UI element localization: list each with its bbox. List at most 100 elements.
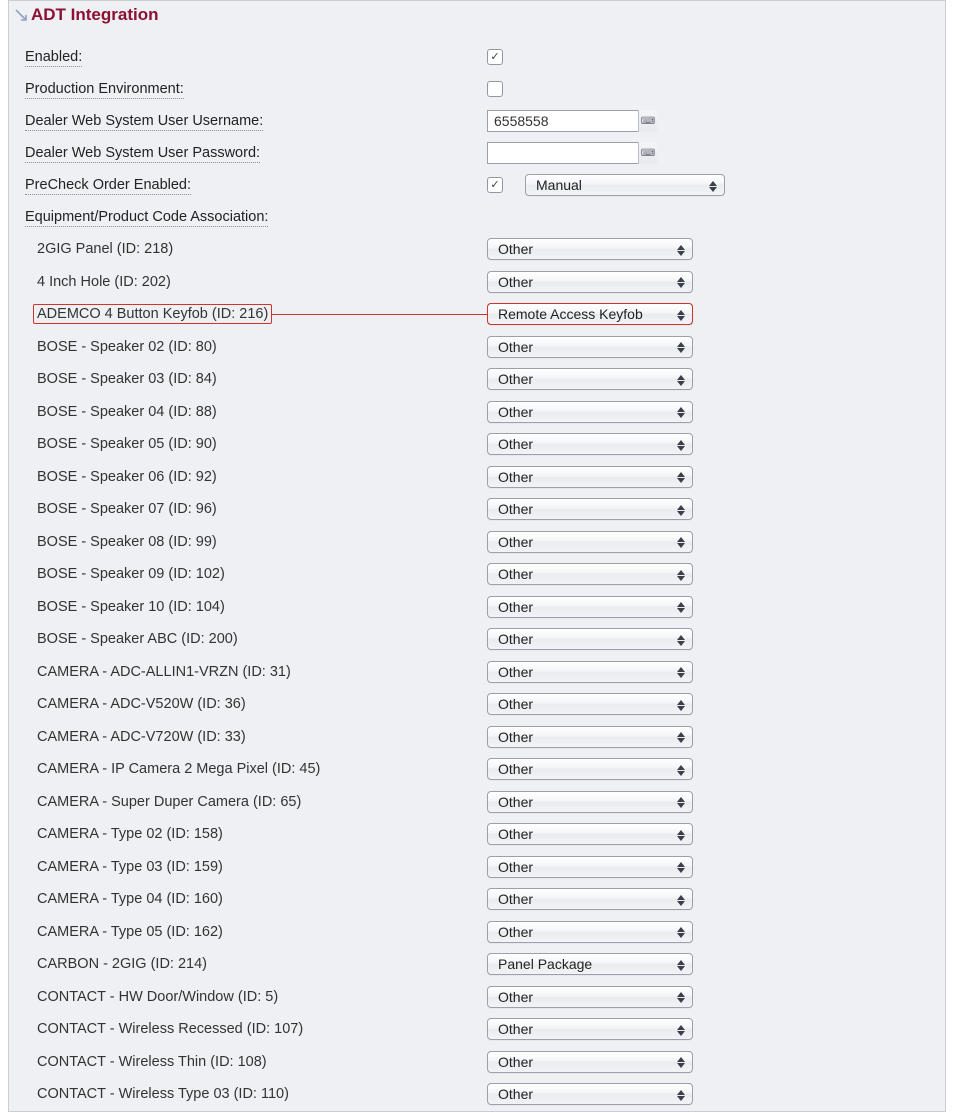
equipment-row: CAMERA - ADC-V520W (ID: 36) Other [25,688,945,721]
input-wrap-password: ⌨ [487,142,657,164]
chevron-updown-icon [674,956,688,974]
chevron-updown-icon [674,404,688,422]
select-equipment-code[interactable]: Other [487,661,693,683]
row-dws-username: Dealer Web System User Username: ⌨ [25,105,945,137]
select-equipment-code[interactable]: Other [487,726,693,748]
select-equipment-value: Other [498,664,533,680]
select-equipment-code[interactable]: Other [487,531,693,553]
input-dws-username[interactable] [487,110,657,132]
chevron-updown-icon [674,859,688,877]
row-equip-assoc-header: Equipment/Product Code Association: [25,201,945,233]
keypad-icon: ⌨ [641,113,655,129]
equipment-row: CAMERA - Type 05 (ID: 162)Other [25,916,945,949]
equipment-row: 4 Inch Hole (ID: 202)Other [25,266,945,299]
select-equipment-code[interactable]: Other [487,596,693,618]
select-equipment-code[interactable]: Other [487,823,693,845]
input-dws-password[interactable] [487,142,657,164]
chevron-updown-icon [674,274,688,292]
select-equipment-code[interactable]: Other [487,336,693,358]
chevron-updown-icon [674,1054,688,1072]
input-wrap-username: ⌨ [487,110,657,132]
select-equipment-code[interactable]: Other [487,498,693,520]
select-equipment-code[interactable]: Other [487,921,693,943]
equipment-row: CARBON - 2GIG (ID: 214) Panel Package [25,948,945,981]
collapse-icon[interactable] [15,9,27,21]
equipment-row: CONTACT - Wireless Thin (ID: 108) Other [25,1046,945,1079]
select-equipment-code[interactable]: Other [487,693,693,715]
equipment-row: CAMERA - Super Duper Camera (ID: 65) Othe… [25,786,945,819]
chevron-updown-icon [674,924,688,942]
select-equipment-code[interactable]: Panel Package [487,953,693,975]
chevron-updown-icon [674,241,688,259]
equipment-row: BOSE - Speaker 06 (ID: 92)Other [25,461,945,494]
equipment-label: CAMERA - ADC-V520W (ID: 36) [25,696,246,712]
equipment-row: CAMERA - ADC-ALLIN1-VRZN (ID: 31)Other [25,656,945,689]
select-equipment-code[interactable]: Other [487,368,693,390]
select-equipment-code[interactable]: Other [487,1018,693,1040]
row-enabled: Enabled: [25,41,945,73]
row-dws-password: Dealer Web System User Password: ⌨ [25,137,945,169]
equipment-row: BOSE - Speaker 04 (ID: 88)Other [25,396,945,429]
chevron-updown-icon [674,1086,688,1104]
chevron-updown-icon [674,826,688,844]
equipment-label: CARBON - 2GIG (ID: 214) [25,956,207,972]
chevron-updown-icon [706,177,720,195]
equipment-label: BOSE - Speaker 05 (ID: 90) [25,436,217,452]
select-equipment-code[interactable]: Other [487,791,693,813]
equipment-label: ADEMCO 4 Button Keyfob (ID: 216) [37,306,268,322]
select-equipment-code[interactable]: Other [487,1083,693,1105]
select-equipment-value: Other [498,696,533,712]
select-equipment-code[interactable]: Other [487,433,693,455]
select-precheck-mode[interactable]: Manual [525,174,725,196]
equipment-rows: 2GIG Panel (ID: 218)Other4 Inch Hole (ID… [25,233,945,1111]
equipment-label: CAMERA - Super Duper Camera (ID: 65) [25,794,301,810]
keypad-icon: ⌨ [641,145,655,161]
select-equipment-value: Other [498,501,533,517]
equipment-row: BOSE - Speaker 05 (ID: 90) Other [25,428,945,461]
equipment-label: BOSE - Speaker 07 (ID: 96) [25,501,217,517]
select-equipment-code[interactable]: Other [487,1051,693,1073]
select-equipment-value: Other [498,599,533,615]
select-equipment-code[interactable]: Other [487,238,693,260]
select-equipment-code[interactable]: Other [487,401,693,423]
equipment-label: 2GIG Panel (ID: 218) [25,241,173,257]
chevron-updown-icon [674,501,688,519]
equipment-label: BOSE - Speaker 03 (ID: 84) [25,371,217,387]
panel-header: ADT Integration [9,1,945,27]
equipment-label: CAMERA - IP Camera 2 Mega Pixel (ID: 45) [25,761,320,777]
select-equipment-code[interactable]: Other [487,856,693,878]
equipment-row: 2GIG Panel (ID: 218) Other [25,233,945,266]
select-equipment-code[interactable]: Other [487,628,693,650]
label-dws-username: Dealer Web System User Username: [25,113,263,131]
label-dws-password: Dealer Web System User Password: [25,145,260,163]
equipment-row: CONTACT - Wireless Type 03 (ID: 110) Othe… [25,1078,945,1111]
chevron-updown-icon [674,339,688,357]
equipment-label: CONTACT - Wireless Recessed (ID: 107) [25,1021,303,1037]
equipment-row: BOSE - Speaker 02 (ID: 80)Other [25,331,945,364]
equipment-label: CONTACT - Wireless Type 03 (ID: 110) [25,1086,289,1102]
select-equipment-value: Other [498,436,533,452]
select-equipment-code[interactable]: Remote Access Keyfob [487,303,693,325]
equipment-label: CONTACT - Wireless Thin (ID: 108) [25,1054,267,1070]
highlight-label-box: ADEMCO 4 Button Keyfob (ID: 216) [33,304,272,324]
select-equipment-code[interactable]: Other [487,563,693,585]
checkbox-precheck[interactable] [487,177,503,193]
chevron-updown-icon [674,696,688,714]
select-equipment-value: Other [498,826,533,842]
equipment-row: CAMERA - Type 04 (ID: 160)Other [25,883,945,916]
select-equipment-code[interactable]: Other [487,271,693,293]
checkbox-prod-env[interactable] [487,81,503,97]
select-equipment-value: Other [498,339,533,355]
select-equipment-code[interactable]: Other [487,466,693,488]
checkbox-enabled[interactable] [487,49,503,65]
select-equipment-code[interactable]: Other [487,986,693,1008]
chevron-updown-icon [674,664,688,682]
label-prod-env: Production Environment: [25,81,184,99]
select-equipment-code[interactable]: Other [487,758,693,780]
equipment-label: CAMERA - Type 03 (ID: 159) [25,859,223,875]
equipment-row: BOSE - Speaker 09 (ID: 102)Other [25,558,945,591]
chevron-updown-icon [674,599,688,617]
row-precheck: PreCheck Order Enabled: Manual [25,169,945,201]
equipment-row: CAMERA - IP Camera 2 Mega Pixel (ID: 45)… [25,753,945,786]
select-equipment-code[interactable]: Other [487,888,693,910]
